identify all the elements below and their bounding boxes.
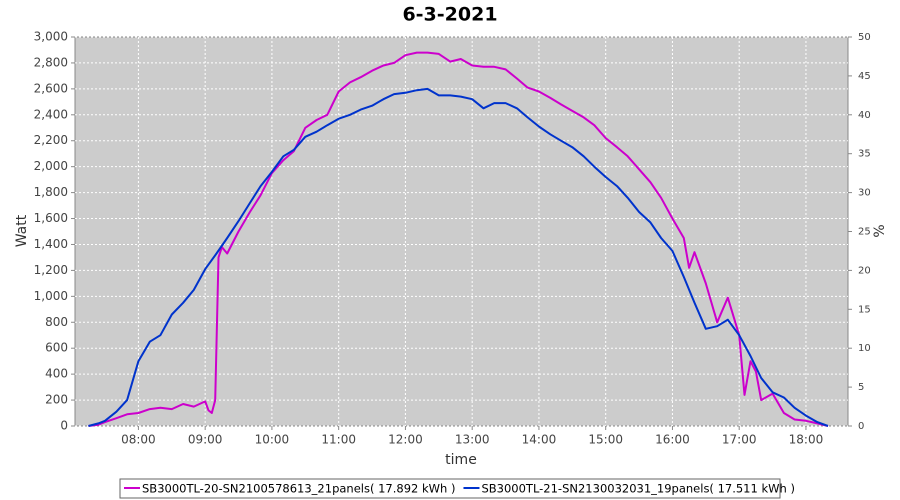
y2-tick-label: 15: [858, 304, 871, 315]
y2-tick-label: 0: [858, 421, 864, 432]
y-tick-label: 1,400: [34, 237, 68, 251]
y2-tick-label: 35: [858, 149, 871, 160]
y-tick-label: 2,200: [34, 133, 68, 147]
x-tick-label: 12:00: [388, 433, 423, 447]
y-tick-label: 2,600: [34, 81, 68, 95]
legend: [119, 478, 781, 499]
y2-tick-label: 40: [858, 110, 871, 121]
x-tick-label: 08:00: [121, 433, 156, 447]
y-tick-label: 1,000: [34, 289, 68, 303]
y-tick-label: 2,000: [34, 159, 68, 173]
y-tick-label: 1,600: [34, 211, 68, 225]
y-tick-label: 800: [45, 315, 68, 329]
x-tick-label: 10:00: [255, 433, 290, 447]
y-axis-title: Watt: [14, 214, 30, 247]
chart-title: 6-3-2021: [402, 4, 497, 26]
legend-label: SB3000TL-20-SN2100578613_21panels( 17.89…: [142, 482, 455, 496]
legend-label: SB3000TL-21-SN2130032031_19panels( 17.51…: [481, 482, 794, 496]
y-tick-label: 1,800: [34, 185, 68, 199]
y2-tick-label: 45: [858, 71, 871, 82]
y-tick-label: 2,800: [34, 55, 68, 69]
y-tick-label: 600: [45, 341, 68, 355]
x-tick-label: 15:00: [588, 433, 623, 447]
y2-axis-title: %: [872, 224, 888, 237]
x-tick-label: 18:00: [789, 433, 824, 447]
series-line: [88, 51, 829, 427]
y2-tick-label: 30: [858, 188, 871, 199]
x-tick-label: 09:00: [188, 433, 223, 447]
y-tick-label: 1,200: [34, 263, 68, 277]
y2-tick-label: 20: [858, 265, 871, 276]
y2-tick-label: 10: [858, 343, 871, 354]
plot-area: [74, 36, 849, 427]
y-tick-label: 400: [45, 367, 68, 381]
y-tick-label: 0: [60, 419, 68, 433]
y2-tick-label: 50: [858, 32, 871, 43]
series-line: [88, 87, 829, 427]
x-tick-label: 14:00: [522, 433, 557, 447]
x-tick-label: 13:00: [455, 433, 490, 447]
x-tick-label: 11:00: [321, 433, 356, 447]
y-tick-label: 200: [45, 393, 68, 407]
y-tick-label: 2,400: [34, 107, 68, 121]
y-tick-label: 3,000: [34, 30, 68, 44]
y2-tick-label: 25: [858, 227, 871, 238]
x-axis-title: time: [445, 452, 477, 468]
x-tick-label: 16:00: [655, 433, 690, 447]
x-tick-label: 17:00: [722, 433, 757, 447]
y2-tick-label: 5: [858, 382, 864, 393]
